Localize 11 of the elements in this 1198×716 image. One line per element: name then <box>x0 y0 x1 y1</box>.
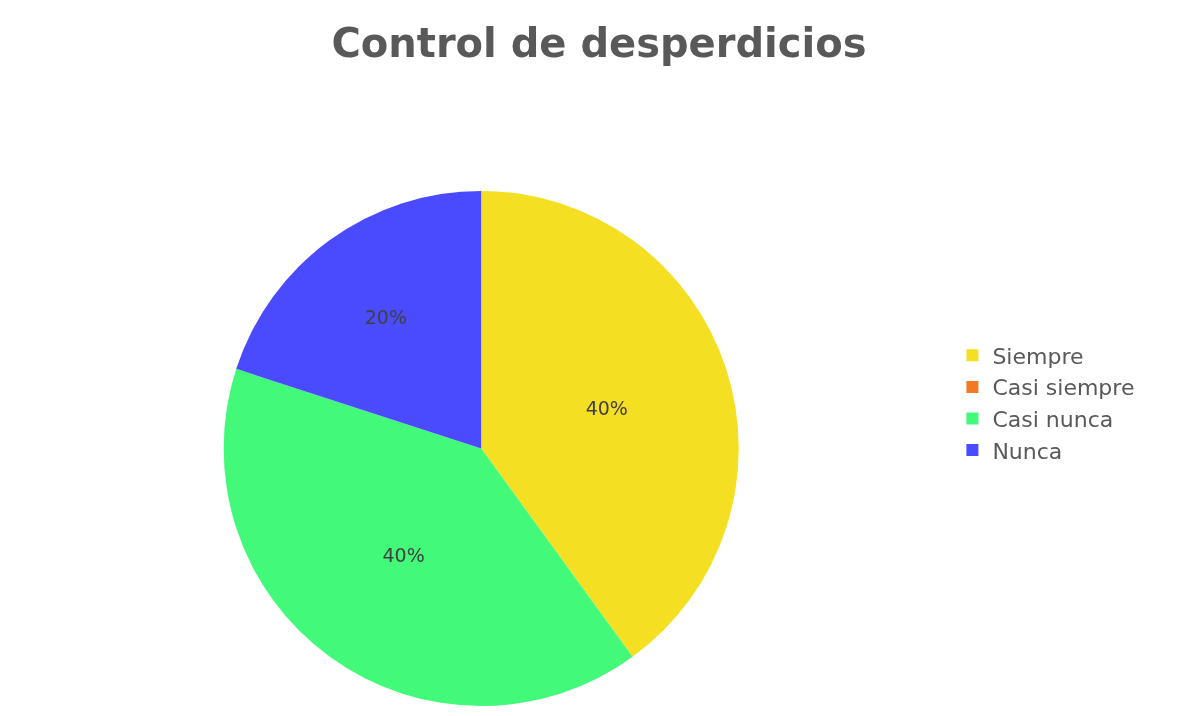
legend-label: Siempre <box>992 343 1084 369</box>
data-label: 20% <box>364 306 407 329</box>
data-label: 40% <box>382 544 425 567</box>
legend-label: Nunca <box>992 438 1063 464</box>
data-label: 40% <box>585 396 628 419</box>
pie-slice <box>236 190 482 449</box>
chart-title: Control de desperdicios <box>331 19 867 66</box>
legend-label: Casi siempre <box>992 375 1135 401</box>
pie-slice <box>481 190 739 657</box>
pie-slice <box>224 368 633 706</box>
legend-label: Casi nunca <box>992 407 1114 433</box>
